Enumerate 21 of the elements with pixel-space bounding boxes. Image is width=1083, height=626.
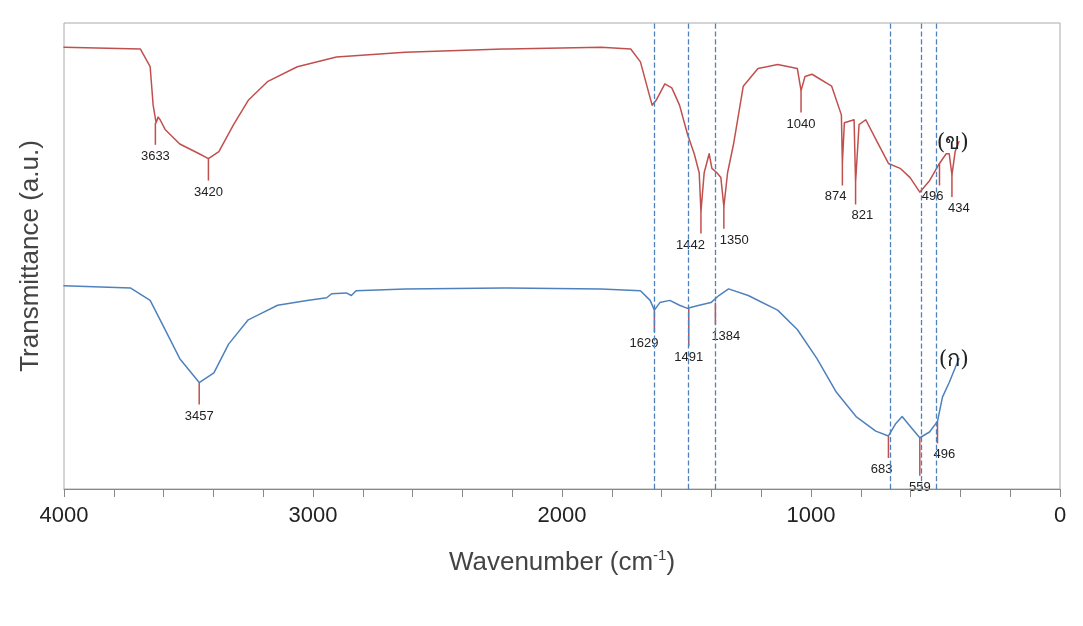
annotation: 1491 (674, 349, 704, 365)
annotation: 3633 (140, 147, 170, 163)
annotation: 1629 (629, 335, 659, 351)
series-label: (ก) (938, 346, 969, 372)
x-tick-label: 1000 (786, 501, 836, 527)
x-tick-label: 2000 (537, 501, 587, 527)
x-tick-label: 3000 (288, 501, 338, 527)
annotation: 3457 (184, 407, 214, 423)
x-tick-label: 0 (1053, 501, 1067, 527)
annotation: 496 (921, 188, 944, 204)
annotation: 821 (851, 207, 874, 223)
annotation: 1040 (786, 115, 816, 131)
y-axis-title: Transmittance (a.u.) (14, 140, 44, 372)
annotation: 496 (933, 446, 956, 462)
series-label: (ข) (936, 129, 969, 155)
annotation: 1350 (719, 231, 749, 247)
x-tick-label: 4000 (39, 501, 89, 527)
annotation: 3420 (193, 183, 223, 199)
annotation: 434 (947, 199, 970, 215)
annotation: 874 (824, 188, 847, 204)
annotation: 683 (870, 461, 893, 476)
